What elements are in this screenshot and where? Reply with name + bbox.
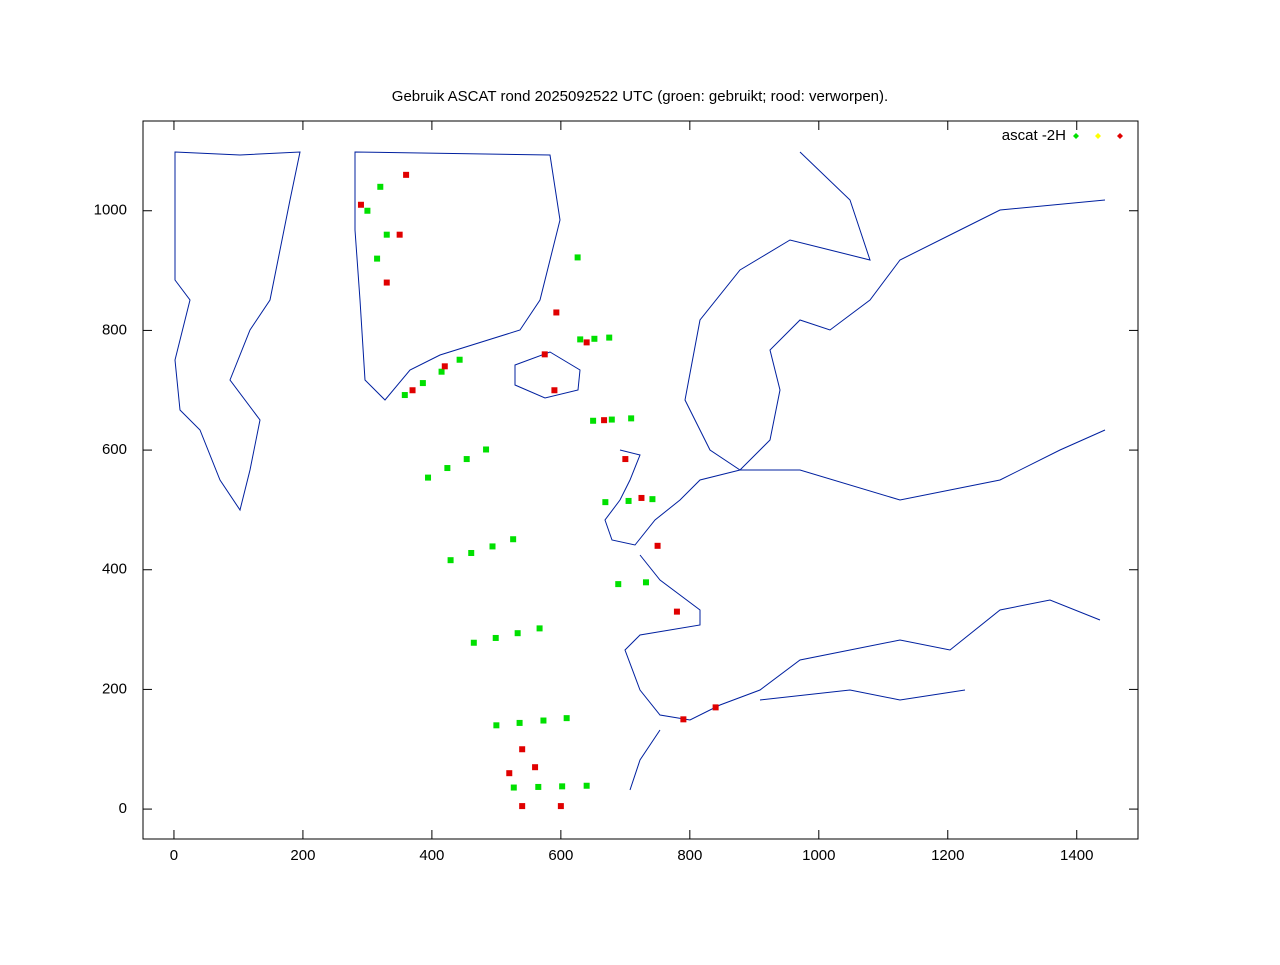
- data-point: [444, 465, 451, 472]
- y-tick-label: 400: [102, 561, 127, 578]
- data-point: [506, 770, 513, 777]
- data-point: [374, 255, 381, 262]
- x-tick-label: 800: [677, 847, 702, 864]
- data-point: [456, 356, 463, 363]
- data-point: [519, 803, 526, 810]
- data-point: [447, 557, 454, 564]
- legend-marker: [1073, 133, 1079, 139]
- data-point: [680, 716, 687, 723]
- y-tick-label: 600: [102, 441, 127, 458]
- y-tick-label: 1000: [94, 202, 127, 219]
- data-point: [602, 499, 609, 506]
- data-point: [563, 715, 570, 722]
- data-point: [673, 608, 680, 615]
- coastline: [174, 151, 301, 512]
- data-point: [574, 254, 581, 261]
- data-point: [519, 746, 526, 753]
- data-point: [608, 416, 615, 423]
- data-point: [642, 579, 649, 586]
- data-point: [583, 339, 590, 346]
- data-point: [535, 783, 542, 790]
- y-tick-label: 0: [119, 800, 127, 817]
- data-point: [470, 639, 477, 646]
- coastline: [604, 429, 1106, 546]
- data-point: [364, 207, 371, 214]
- data-point: [540, 717, 547, 724]
- data-point: [403, 171, 410, 178]
- data-point: [559, 783, 566, 790]
- data-point: [577, 336, 584, 343]
- data-point: [654, 542, 661, 549]
- chart-title: Gebruik ASCAT rond 2025092522 UTC (groen…: [392, 88, 888, 105]
- coastline: [684, 151, 1106, 471]
- coastline: [354, 151, 561, 401]
- data-point: [625, 497, 632, 504]
- data-point: [622, 456, 629, 463]
- coastline: [759, 689, 966, 701]
- data-point: [489, 543, 496, 550]
- data-point: [377, 183, 384, 190]
- data-point: [583, 782, 590, 789]
- data-point: [438, 368, 445, 375]
- data-point: [468, 549, 475, 556]
- data-point: [510, 784, 517, 791]
- y-tick-label: 200: [102, 680, 127, 697]
- data-point: [551, 387, 558, 394]
- data-point: [712, 704, 719, 711]
- data-point: [493, 722, 500, 729]
- x-tick-label: 1000: [802, 847, 835, 864]
- data-point: [516, 719, 523, 726]
- coastline: [624, 554, 1101, 721]
- x-tick-label: 0: [170, 847, 178, 864]
- data-point: [591, 335, 598, 342]
- data-point: [510, 536, 517, 543]
- coastline: [514, 351, 581, 399]
- data-point: [463, 456, 470, 463]
- data-point: [483, 446, 490, 453]
- data-point: [601, 417, 608, 424]
- data-point: [649, 496, 656, 503]
- x-tick-label: 400: [419, 847, 444, 864]
- data-point: [541, 351, 548, 358]
- data-point: [557, 803, 564, 810]
- x-tick-label: 200: [290, 847, 315, 864]
- data-point: [532, 764, 539, 771]
- legend-label: ascat -2H: [1002, 127, 1066, 144]
- legend-marker: [1117, 133, 1123, 139]
- x-tick-label: 1200: [931, 847, 964, 864]
- data-point: [425, 474, 432, 481]
- data-point: [383, 231, 390, 238]
- plot-frame: [142, 120, 1139, 840]
- coastlines: [174, 151, 1106, 791]
- data-point: [615, 581, 622, 588]
- y-tick-label: 800: [102, 321, 127, 338]
- data-point: [419, 380, 426, 387]
- data-point: [396, 231, 403, 238]
- data-point: [606, 334, 613, 341]
- data-point: [357, 201, 364, 208]
- coastline: [629, 729, 661, 791]
- data-point: [401, 392, 408, 399]
- data-point: [590, 417, 597, 424]
- data-point: [492, 634, 499, 641]
- data-point: [514, 630, 521, 637]
- data-point: [536, 625, 543, 632]
- x-tick-label: 600: [548, 847, 573, 864]
- data-point: [638, 494, 645, 501]
- data-point: [628, 415, 635, 422]
- legend-marker: [1095, 133, 1101, 139]
- data-point: [383, 279, 390, 286]
- data-point: [553, 309, 560, 316]
- x-tick-label: 1400: [1060, 847, 1093, 864]
- data-point: [409, 387, 416, 394]
- data-point: [441, 363, 448, 370]
